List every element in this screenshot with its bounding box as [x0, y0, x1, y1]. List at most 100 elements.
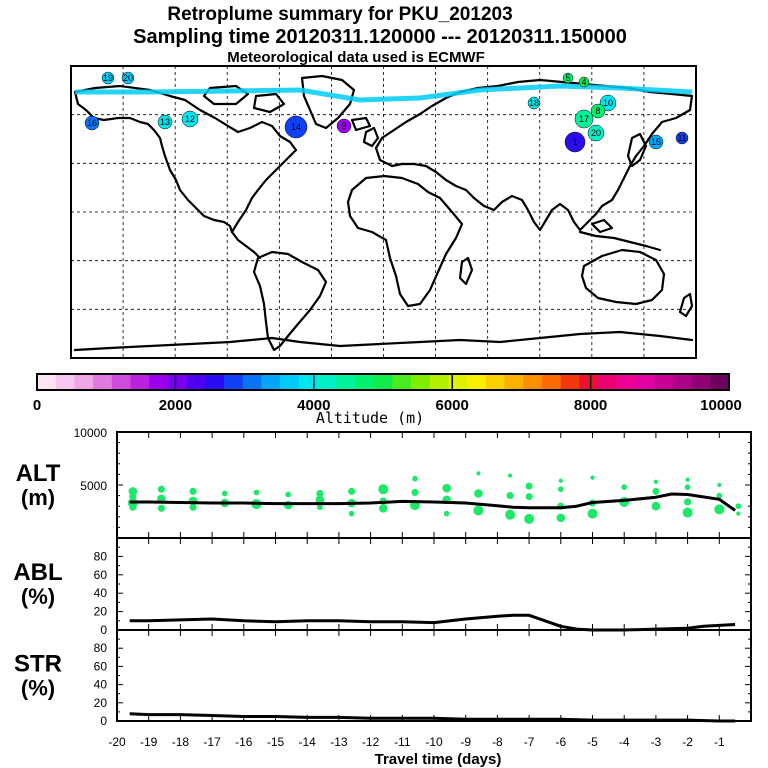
scatter-point	[653, 479, 659, 484]
colorbar-swatch	[373, 374, 393, 390]
colorbar-swatch	[37, 374, 57, 390]
y-tick-label: 0	[100, 714, 107, 728]
colorbar-tick-label: 2000	[159, 397, 192, 414]
colorbar-tick-label: 0	[33, 397, 41, 414]
scatter-point	[443, 510, 450, 517]
map-marker: 15	[648, 134, 664, 150]
x-tick-label: -6	[555, 735, 566, 749]
colorbar-swatch	[149, 374, 169, 390]
x-tick-label: -12	[362, 735, 380, 749]
map-marker-label: 18	[529, 98, 539, 108]
panel-frame	[116, 537, 752, 631]
colorbar-swatch	[672, 374, 692, 390]
scatter-point	[476, 471, 481, 476]
colorbar-swatch	[541, 374, 562, 390]
scatter-point	[253, 489, 260, 496]
scatter-point	[189, 503, 197, 511]
colorbar-swatch	[130, 374, 150, 390]
x-tick-label: -20	[108, 735, 126, 749]
series-line-str	[129, 712, 736, 723]
x-tick-label: -17	[203, 735, 221, 749]
scatter-point	[684, 498, 692, 506]
colorbar-swatch	[336, 374, 356, 390]
y-tick-label: 20	[94, 696, 108, 710]
scatter-point	[315, 495, 325, 505]
world-map: 19 20 13 12 16 14 9 5 4 18 17 108 20 1 15 11	[70, 65, 697, 359]
colorbar-tick-label: 10000	[700, 397, 742, 414]
y-tick-label: 10000	[74, 426, 108, 440]
scatter-point	[473, 505, 484, 516]
colorbar-tick-label: 8000	[574, 397, 607, 414]
scatter-point	[316, 489, 324, 498]
colorbar-swatch	[317, 374, 337, 390]
x-tick-label: -15	[267, 735, 285, 749]
plume-markers: 19 20 13 12 16 14 9 5 4 18 17 108 20 1 15 11	[84, 71, 689, 153]
colorbar-swatch	[205, 374, 225, 390]
colorbar-swatch	[261, 374, 281, 390]
x-tick-label: -8	[492, 735, 503, 749]
colorbar-swatch	[186, 374, 206, 390]
map-marker: 17	[574, 109, 594, 129]
scatter-point	[348, 510, 355, 517]
colorbar-swatch	[635, 374, 655, 390]
scatter-point	[378, 504, 388, 513]
colorbar-swatch	[411, 374, 431, 390]
map-marker-label: 12	[185, 114, 195, 124]
scatter-point	[378, 484, 389, 495]
x-tick-label: -11	[394, 735, 411, 749]
colorbar-ticks: 0 2000 4000 6000 8000 10000	[33, 374, 742, 414]
map-marker-label: 11	[677, 133, 686, 143]
x-tick-label: -16	[235, 735, 253, 749]
colorbar-swatch	[93, 374, 113, 390]
panel-unit: (m)	[21, 485, 55, 510]
panel-title: STR	[14, 651, 62, 678]
y-tick-label: 5000	[80, 479, 107, 493]
colorbar-swatch	[579, 374, 599, 390]
scatter-point	[411, 488, 419, 496]
map-marker-label: 17	[579, 114, 589, 124]
map-marker-label: 10	[603, 98, 613, 108]
panel-unit: (%)	[21, 676, 55, 701]
map-marker-label: 4	[581, 77, 586, 87]
colorbar-swatch	[224, 374, 244, 390]
scatter-point	[556, 513, 566, 523]
map-marker: 12	[181, 110, 199, 128]
map-marker: 13	[157, 114, 173, 130]
panel-frame	[116, 629, 752, 722]
scatter-point	[621, 484, 628, 490]
colorbar-swatch	[429, 374, 449, 390]
scatter-point	[129, 503, 137, 511]
map-marker-label: 9	[341, 121, 346, 131]
map-marker-label: 20	[591, 128, 601, 138]
scatter-point	[157, 504, 165, 512]
map-marker-label: 16	[87, 118, 97, 128]
colorbar-swatch	[354, 374, 375, 390]
scatter-point	[735, 503, 742, 510]
colorbar-swatch	[654, 374, 674, 390]
x-tick-label: -4	[619, 735, 630, 749]
map-frame	[70, 65, 697, 359]
x-tick-label: -13	[330, 735, 348, 749]
colorbar-swatch	[598, 374, 618, 390]
panel-title: ALT	[16, 460, 61, 487]
x-tick-label: -18	[172, 735, 190, 749]
colorbar-swatch	[710, 374, 730, 390]
scatter-point	[128, 487, 138, 496]
colorbar-swatch	[242, 374, 262, 390]
scatter-point	[221, 490, 228, 497]
colorbar-swatch	[467, 374, 487, 390]
scatter-point	[524, 513, 535, 524]
colorbar-swatch	[485, 374, 505, 390]
series-line-abl	[129, 613, 736, 632]
scatter-point	[587, 508, 598, 519]
scatter-point	[505, 509, 516, 520]
map-marker-label: 14	[291, 122, 301, 132]
map-marker: 16	[84, 115, 100, 131]
colorbar-swatch	[504, 374, 524, 390]
scatter-point	[736, 511, 741, 516]
scatter-point	[651, 501, 661, 511]
map-marker: 8	[590, 103, 606, 119]
map-marker-label: 8	[595, 106, 600, 116]
panel-alt: 10000 5000 ALT(m)	[16, 426, 752, 539]
